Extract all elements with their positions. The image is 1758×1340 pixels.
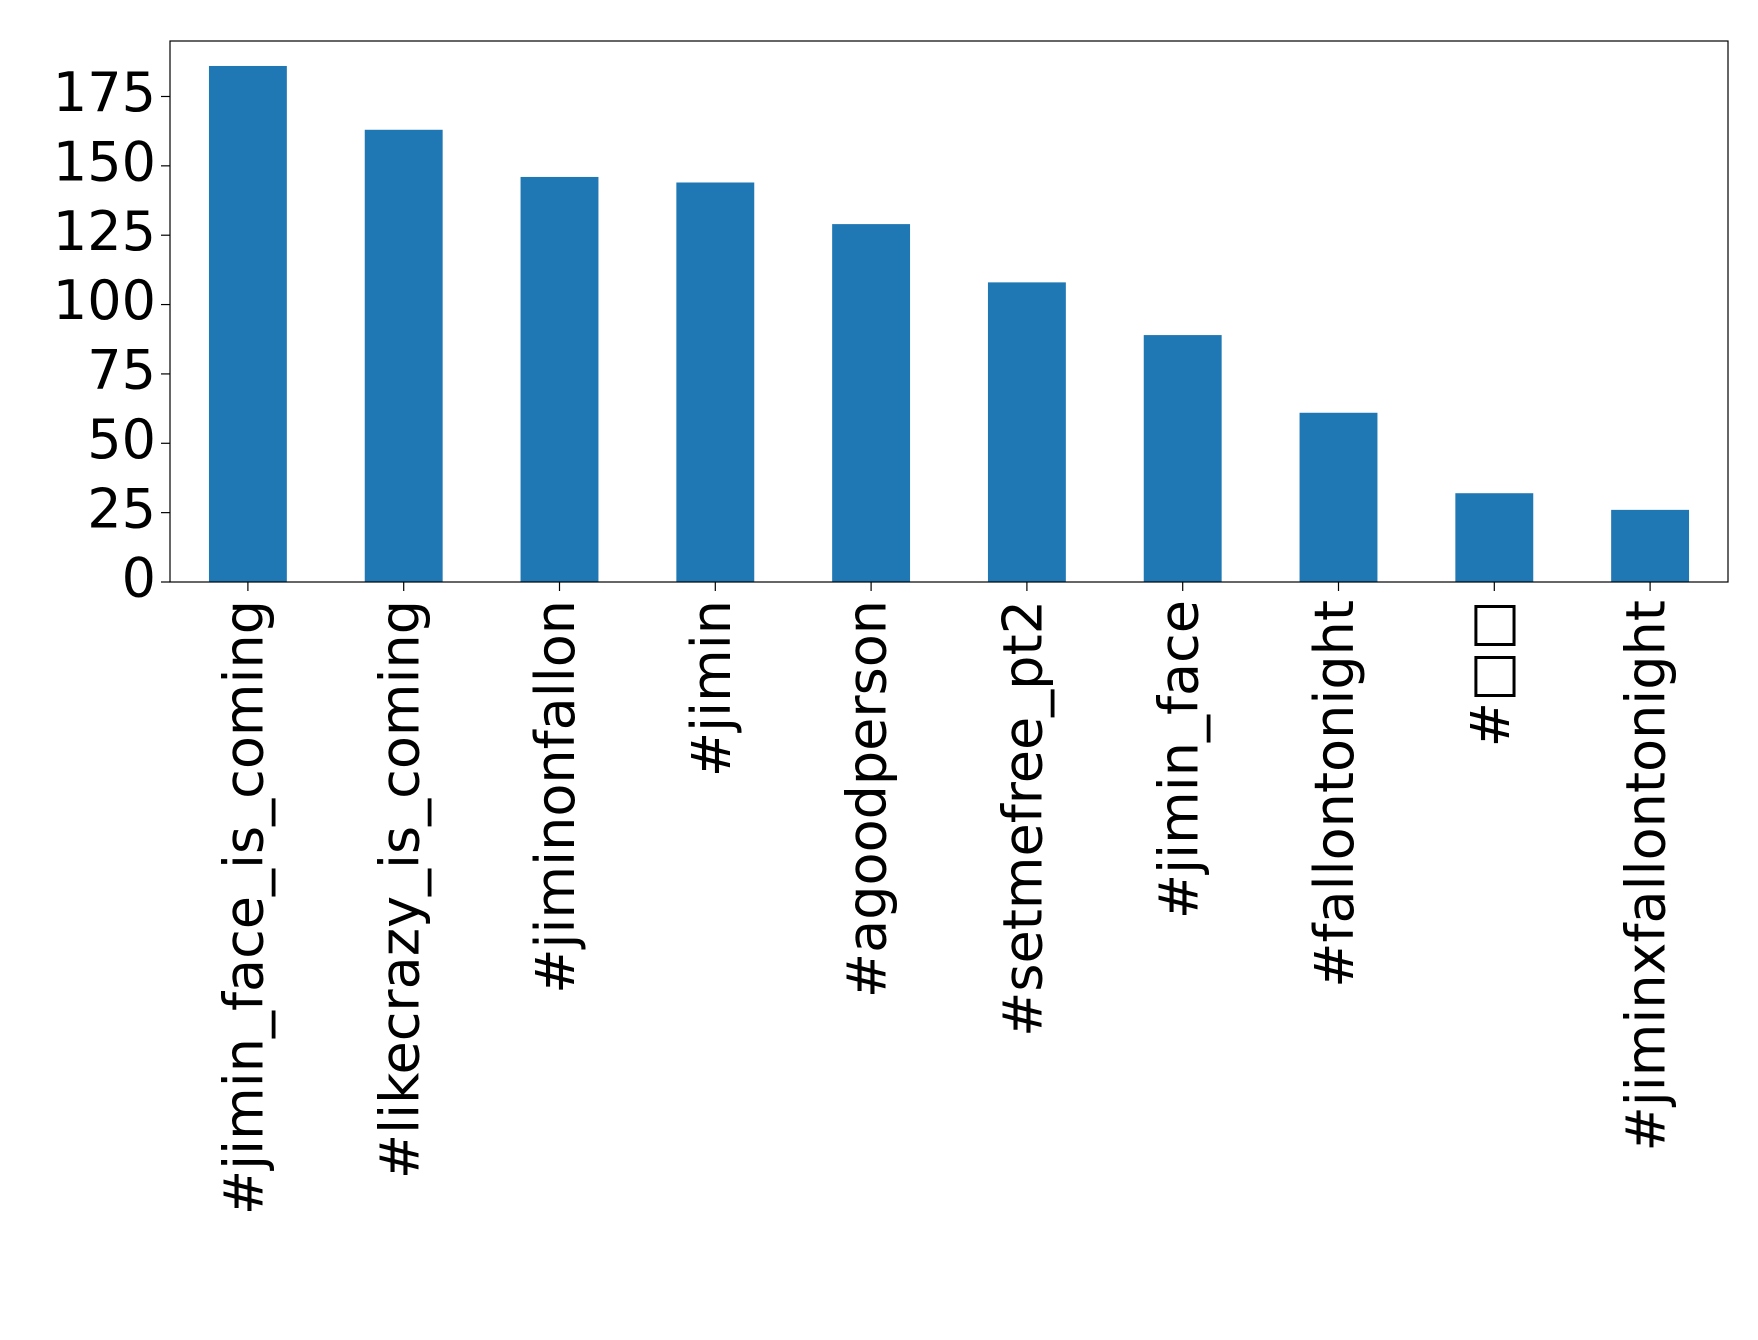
y-tick-label: 50	[87, 408, 156, 471]
x-tick-label: #jimin	[680, 600, 743, 777]
x-tick-label: #jimin_face	[1147, 600, 1210, 919]
x-tick-label: #setmefree_pt2	[992, 600, 1055, 1037]
bar	[676, 182, 755, 582]
bar	[208, 65, 287, 582]
y-tick-label: 0	[122, 547, 156, 610]
bar	[1455, 493, 1534, 582]
bar	[1611, 509, 1690, 582]
bar	[987, 282, 1066, 582]
bar	[1299, 412, 1378, 582]
bar	[832, 224, 911, 582]
x-tick-label: #□□	[1459, 600, 1522, 747]
x-tick-label: #jiminxfallontonight	[1615, 600, 1678, 1152]
bar	[364, 129, 443, 582]
y-tick-label: 25	[87, 477, 156, 540]
x-tick-label: #jimin_face_is_coming	[213, 600, 276, 1215]
plot-frame	[169, 40, 1729, 583]
y-tick-label: 150	[53, 130, 156, 193]
bar	[520, 176, 599, 582]
x-tick-label: #agoodperson	[836, 600, 899, 998]
y-tick-label: 100	[53, 269, 156, 332]
x-tick-label: #jiminonfallon	[524, 600, 587, 994]
x-tick-label: #fallontonight	[1303, 600, 1366, 988]
y-tick-label: 175	[53, 61, 156, 124]
x-tick-label: #likecrazy_is_coming	[368, 600, 431, 1179]
y-tick-label: 125	[53, 200, 156, 263]
y-tick-label: 75	[87, 339, 156, 402]
bar	[1143, 335, 1222, 582]
